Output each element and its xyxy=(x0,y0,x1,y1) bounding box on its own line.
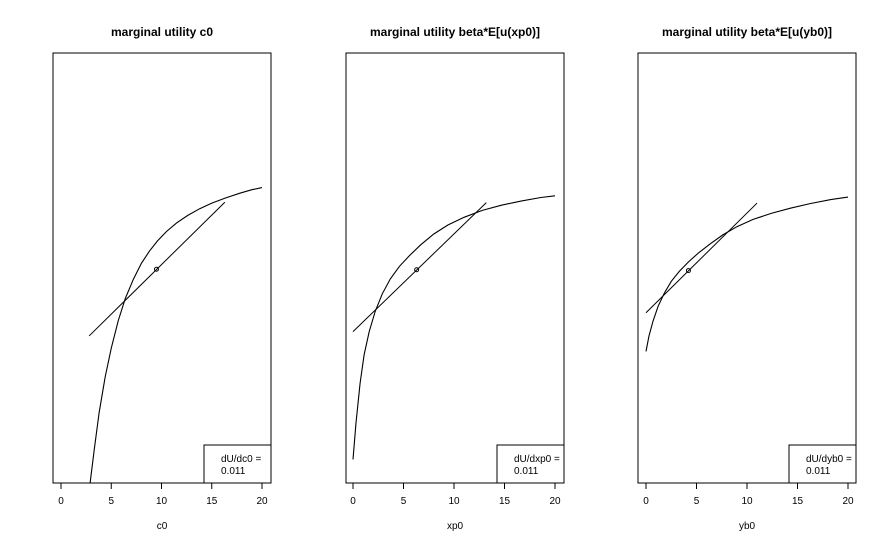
utility-curve xyxy=(89,187,263,484)
x-tick-label: 10 xyxy=(156,496,168,507)
utility-curve xyxy=(645,196,849,352)
x-tick-label: 10 xyxy=(448,496,460,507)
x-tick-label: 20 xyxy=(256,496,268,507)
legend-label: dU/dyb0 = xyxy=(806,454,852,465)
panel-1: marginal utility c0 0 5 10 15 20 c0 dU/dc0 =0.0… xyxy=(52,25,272,532)
x-tick-label: 5 xyxy=(694,496,700,507)
chart-title: marginal utility c0 xyxy=(111,25,213,39)
legend-frame xyxy=(496,444,565,484)
legend-frame xyxy=(788,444,857,484)
chart-title: marginal utility beta*E[u(xp0)] xyxy=(370,25,540,39)
legend-box: dU/dyb0 =0.011 xyxy=(788,444,857,484)
x-tick-label: 20 xyxy=(549,496,561,507)
x-tick-label: 5 xyxy=(108,496,114,507)
evaluation-point xyxy=(153,266,159,272)
legend-value: 0.011 xyxy=(514,466,539,477)
x-tick-label: 10 xyxy=(741,496,753,507)
legend-label: dU/dc0 = xyxy=(221,454,261,465)
chart-title: marginal utility beta*E[u(yb0)] xyxy=(662,25,832,39)
x-tick-label: 15 xyxy=(499,496,511,507)
evaluation-point xyxy=(685,268,691,274)
legend-value: 0.011 xyxy=(806,466,831,477)
x-tick-label: 20 xyxy=(842,496,854,507)
utility-curve xyxy=(352,195,556,460)
legend-label: dU/dxp0 = xyxy=(514,454,560,465)
x-axis-label: yb0 xyxy=(739,521,756,532)
plot-frame xyxy=(52,52,272,484)
x-axis: 0 5 10 15 20 xyxy=(58,482,268,507)
x-tick-label: 5 xyxy=(401,496,407,507)
tangent-line xyxy=(88,201,226,337)
plot-frame xyxy=(637,52,857,484)
x-tick-label: 0 xyxy=(58,496,64,507)
plot-frame xyxy=(345,52,565,484)
panel-3: marginal utility beta*E[u(yb0)] 0 5 10 15 20 y… xyxy=(637,25,857,532)
tangent-line xyxy=(352,202,487,332)
x-tick-label: 15 xyxy=(206,496,218,507)
x-axis-label: c0 xyxy=(157,521,168,532)
x-tick-label: 0 xyxy=(350,496,356,507)
x-tick-label: 0 xyxy=(643,496,649,507)
evaluation-point xyxy=(414,267,420,273)
legend-box: dU/dxp0 =0.011 xyxy=(496,444,565,484)
x-axis-label: xp0 xyxy=(447,521,464,532)
x-tick-label: 15 xyxy=(792,496,804,507)
legend-value: 0.011 xyxy=(221,466,246,477)
panel-2: marginal utility beta*E[u(xp0)] 0 5 10 15 20 x… xyxy=(345,25,565,532)
x-axis: 0 5 10 15 20 xyxy=(643,482,854,507)
legend-frame xyxy=(203,444,272,484)
tangent-line xyxy=(645,202,758,314)
legend-box: dU/dc0 =0.011 xyxy=(203,444,272,484)
x-axis: 0 5 10 15 20 xyxy=(350,482,561,507)
